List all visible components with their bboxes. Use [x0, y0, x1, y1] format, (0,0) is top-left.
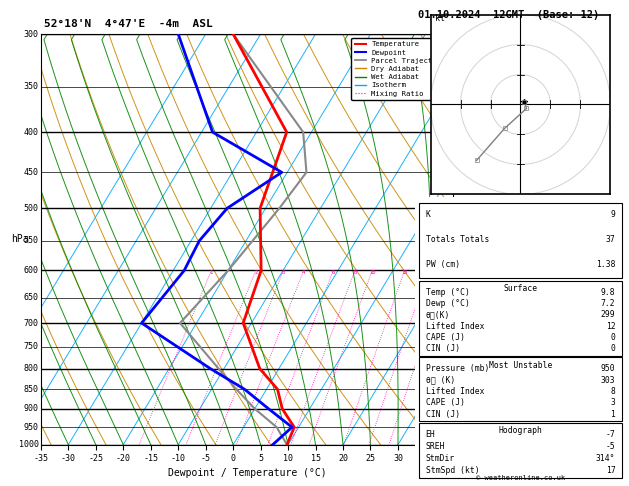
Text: Pressure (mb): Pressure (mb)	[426, 364, 489, 373]
Text: 0: 0	[454, 440, 459, 449]
Text: 4: 4	[302, 270, 305, 276]
Bar	[420, 281, 621, 356]
Text: 950: 950	[24, 423, 39, 432]
Text: 350: 350	[24, 82, 39, 91]
Text: 6: 6	[454, 168, 459, 177]
Text: 314°: 314°	[596, 454, 615, 463]
Text: LCL: LCL	[454, 423, 469, 432]
Text: Surface: Surface	[503, 284, 538, 293]
Text: 12: 12	[606, 322, 615, 330]
Text: 8: 8	[610, 387, 615, 396]
Text: StmSpd (kt): StmSpd (kt)	[426, 467, 479, 475]
Text: -5: -5	[606, 442, 615, 451]
Text: 7: 7	[454, 128, 459, 137]
Text: 9: 9	[610, 210, 615, 219]
Text: 52°18'N  4°47'E  -4m  ASL: 52°18'N 4°47'E -4m ASL	[44, 19, 213, 30]
Text: 950: 950	[601, 364, 615, 373]
Text: 2: 2	[254, 270, 257, 276]
Text: 800: 800	[24, 364, 39, 373]
Text: 850: 850	[24, 385, 39, 394]
Text: 0: 0	[610, 333, 615, 342]
Text: 7.2: 7.2	[601, 299, 615, 308]
X-axis label: Dewpoint / Temperature (°C): Dewpoint / Temperature (°C)	[167, 468, 326, 478]
Text: 299: 299	[601, 311, 615, 319]
Text: Lifted Index: Lifted Index	[426, 322, 484, 330]
Bar	[420, 203, 621, 278]
Text: 20: 20	[425, 270, 431, 276]
Text: EH: EH	[426, 430, 435, 439]
Text: 17: 17	[606, 467, 615, 475]
Text: 3: 3	[282, 270, 285, 276]
Text: 1: 1	[454, 404, 459, 413]
Text: 300: 300	[24, 30, 39, 38]
Legend: Temperature, Dewpoint, Parcel Trajectory, Dry Adiabat, Wet Adiabat, Isotherm, Mi: Temperature, Dewpoint, Parcel Trajectory…	[351, 37, 449, 100]
Text: K: K	[426, 210, 431, 219]
Text: 0: 0	[610, 345, 615, 353]
Text: -7: -7	[606, 430, 615, 439]
Text: Most Unstable: Most Unstable	[489, 361, 552, 370]
Text: PW (cm): PW (cm)	[426, 260, 460, 269]
Text: CIN (J): CIN (J)	[426, 345, 460, 353]
Text: 9: 9	[454, 30, 459, 38]
Text: 37: 37	[606, 235, 615, 244]
Text: Hodograph: Hodograph	[499, 426, 542, 435]
Text: CIN (J): CIN (J)	[426, 410, 460, 419]
Text: 550: 550	[24, 236, 39, 245]
Text: 3: 3	[454, 318, 459, 328]
Bar	[420, 423, 621, 478]
Text: 15: 15	[401, 270, 408, 276]
Text: hPa: hPa	[11, 234, 29, 244]
Text: 3: 3	[610, 399, 615, 407]
Text: 303: 303	[601, 376, 615, 385]
Text: 900: 900	[24, 404, 39, 413]
Text: CAPE (J): CAPE (J)	[426, 399, 465, 407]
Text: 1.38: 1.38	[596, 260, 615, 269]
Text: 8: 8	[353, 270, 357, 276]
Text: 650: 650	[24, 293, 39, 302]
Text: 2: 2	[454, 364, 459, 373]
Text: StmDir: StmDir	[426, 454, 455, 463]
Text: 9.8: 9.8	[601, 288, 615, 296]
Text: 400: 400	[24, 128, 39, 137]
Text: Dewp (°C): Dewp (°C)	[426, 299, 470, 308]
Text: 10: 10	[369, 270, 376, 276]
Text: 600: 600	[24, 266, 39, 275]
Text: Lifted Index: Lifted Index	[426, 387, 484, 396]
Text: Totals Totals: Totals Totals	[426, 235, 489, 244]
Text: SREH: SREH	[426, 442, 445, 451]
Text: 750: 750	[24, 342, 39, 351]
Text: 700: 700	[24, 318, 39, 328]
Text: 5: 5	[454, 204, 459, 213]
Text: 6: 6	[331, 270, 335, 276]
Text: 1000: 1000	[19, 440, 39, 449]
Text: kt: kt	[435, 14, 445, 22]
Text: CAPE (J): CAPE (J)	[426, 333, 465, 342]
Text: 1: 1	[610, 410, 615, 419]
Text: θᴇ(K): θᴇ(K)	[426, 311, 450, 319]
Text: 1: 1	[209, 270, 213, 276]
Bar	[420, 358, 621, 421]
Text: θᴇ (K): θᴇ (K)	[426, 376, 455, 385]
Text: 8: 8	[454, 82, 459, 91]
Text: Mixing Ratio (g/kg): Mixing Ratio (g/kg)	[473, 195, 482, 283]
Text: 500: 500	[24, 204, 39, 213]
Text: 01.10.2024  12GMT  (Base: 12): 01.10.2024 12GMT (Base: 12)	[418, 10, 599, 20]
Text: © weatheronline.co.uk: © weatheronline.co.uk	[476, 474, 565, 481]
Text: 4: 4	[454, 266, 459, 275]
Text: Temp (°C): Temp (°C)	[426, 288, 470, 296]
Text: km
ASL: km ASL	[457, 13, 471, 32]
Text: 450: 450	[24, 168, 39, 177]
Text: 25: 25	[444, 270, 450, 276]
